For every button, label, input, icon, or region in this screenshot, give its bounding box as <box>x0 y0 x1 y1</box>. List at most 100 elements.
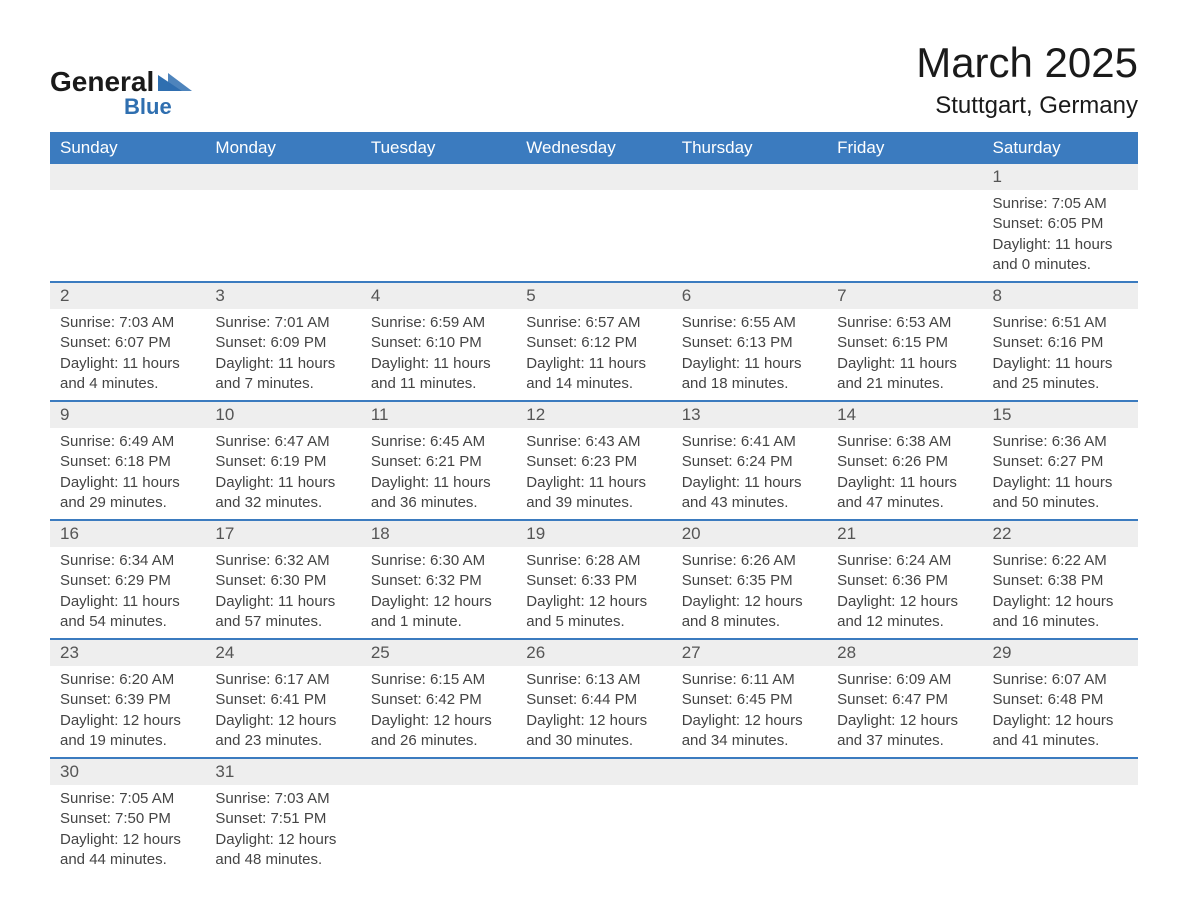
detail-row: Sunrise: 6:20 AMSunset: 6:39 PM Daylight:… <box>50 666 1138 758</box>
day-detail-cell: Sunrise: 7:03 AMSunset: 6:07 PMDaylight:… <box>50 309 205 401</box>
sunset-line: Sunset: 7:50 PM <box>60 809 195 829</box>
sunrise-line: Sunrise: 6:36 AM <box>993 432 1128 452</box>
daylight-line: Daylight: 12 hours and 16 minutes. <box>993 592 1128 633</box>
col-wed: Wednesday <box>516 132 671 164</box>
sunrise-line: Sunrise: 6:32 AM <box>215 551 350 571</box>
day-number-cell <box>672 164 827 190</box>
day-detail-cell: Sunrise: 6:51 AMSunset: 6:16 PMDaylight:… <box>983 309 1138 401</box>
sunset-line: Sunset: 7:51 PM <box>215 809 350 829</box>
detail-row: Sunrise: 7:05 AMSunset: 6:05 PMDaylight:… <box>50 190 1138 282</box>
day-detail-cell <box>516 785 671 876</box>
sunrise-line: Sunrise: 6:15 AM <box>371 670 506 690</box>
daylight-line: Daylight: 11 hours and 21 minutes. <box>837 354 972 395</box>
day-number-cell <box>827 759 982 785</box>
daylight-line: Daylight: 12 hours and 41 minutes. <box>993 711 1128 752</box>
day-detail-cell: Sunrise: 6:53 AMSunset: 6:15 PMDaylight:… <box>827 309 982 401</box>
day-detail-cell: Sunrise: 6:09 AMSunset: 6:47 PMDaylight:… <box>827 666 982 758</box>
daylight-line: Daylight: 12 hours and 12 minutes. <box>837 592 972 633</box>
title-block: March 2025 Stuttgart, Germany <box>916 40 1138 120</box>
day-number-cell: 27 <box>672 640 827 666</box>
sunset-line: Sunset: 6:13 PM <box>682 333 817 353</box>
detail-row: Sunrise: 7:03 AMSunset: 6:07 PMDaylight:… <box>50 309 1138 401</box>
daynum-row: 16171819202122 <box>50 521 1138 547</box>
sunrise-line: Sunrise: 6:49 AM <box>60 432 195 452</box>
day-detail-cell: Sunrise: 6:26 AMSunset: 6:35 PMDaylight:… <box>672 547 827 639</box>
col-tue: Tuesday <box>361 132 516 164</box>
day-detail-cell: Sunrise: 6:32 AMSunset: 6:30 PMDaylight:… <box>205 547 360 639</box>
day-number-cell: 7 <box>827 283 982 309</box>
daylight-line: Daylight: 11 hours and 25 minutes. <box>993 354 1128 395</box>
daynum-row: 9101112131415 <box>50 402 1138 428</box>
day-number-cell <box>516 164 671 190</box>
header-row: Sunday Monday Tuesday Wednesday Thursday… <box>50 132 1138 164</box>
day-detail-cell: Sunrise: 6:59 AMSunset: 6:10 PMDaylight:… <box>361 309 516 401</box>
daylight-line: Daylight: 12 hours and 5 minutes. <box>526 592 661 633</box>
day-number-cell: 23 <box>50 640 205 666</box>
sunset-line: Sunset: 6:09 PM <box>215 333 350 353</box>
detail-row: Sunrise: 6:49 AMSunset: 6:18 PMDaylight:… <box>50 428 1138 520</box>
day-detail-cell <box>361 190 516 282</box>
day-number-cell: 2 <box>50 283 205 309</box>
daylight-line: Daylight: 12 hours and 30 minutes. <box>526 711 661 752</box>
sunrise-line: Sunrise: 7:05 AM <box>60 789 195 809</box>
detail-row: Sunrise: 7:05 AMSunset: 7:50 PM Daylight:… <box>50 785 1138 876</box>
sunset-line: Sunset: 6:33 PM <box>526 571 661 591</box>
day-number-cell: 28 <box>827 640 982 666</box>
daylight-line: Daylight: 12 hours and 48 minutes. <box>215 830 350 871</box>
sunset-line: Sunset: 6:41 PM <box>215 690 350 710</box>
sunrise-line: Sunrise: 6:55 AM <box>682 313 817 333</box>
sunrise-line: Sunrise: 7:05 AM <box>993 194 1128 214</box>
daylight-line: Daylight: 12 hours and 26 minutes. <box>371 711 506 752</box>
sunrise-line: Sunrise: 6:28 AM <box>526 551 661 571</box>
sunrise-line: Sunrise: 6:09 AM <box>837 670 972 690</box>
day-number-cell: 25 <box>361 640 516 666</box>
sunrise-line: Sunrise: 6:43 AM <box>526 432 661 452</box>
sunrise-line: Sunrise: 6:26 AM <box>682 551 817 571</box>
day-detail-cell <box>672 785 827 876</box>
daynum-row: 1 <box>50 164 1138 190</box>
daylight-line: Daylight: 11 hours and 32 minutes. <box>215 473 350 514</box>
day-number-cell: 21 <box>827 521 982 547</box>
day-number-cell <box>827 164 982 190</box>
sunrise-line: Sunrise: 7:01 AM <box>215 313 350 333</box>
sunset-line: Sunset: 6:39 PM <box>60 690 195 710</box>
sunset-line: Sunset: 6:23 PM <box>526 452 661 472</box>
col-sun: Sunday <box>50 132 205 164</box>
day-detail-cell: Sunrise: 6:41 AMSunset: 6:24 PMDaylight:… <box>672 428 827 520</box>
day-detail-cell <box>827 190 982 282</box>
day-detail-cell: Sunrise: 6:17 AMSunset: 6:41 PMDaylight:… <box>205 666 360 758</box>
day-number-cell: 24 <box>205 640 360 666</box>
sunrise-line: Sunrise: 6:20 AM <box>60 670 195 690</box>
sunset-line: Sunset: 6:29 PM <box>60 571 195 591</box>
day-detail-cell: Sunrise: 6:22 AMSunset: 6:38 PMDaylight:… <box>983 547 1138 639</box>
sunset-line: Sunset: 6:05 PM <box>993 214 1128 234</box>
sunset-line: Sunset: 6:27 PM <box>993 452 1128 472</box>
sunrise-line: Sunrise: 6:17 AM <box>215 670 350 690</box>
day-detail-cell: Sunrise: 6:45 AMSunset: 6:21 PMDaylight:… <box>361 428 516 520</box>
daylight-line: Daylight: 11 hours and 54 minutes. <box>60 592 195 633</box>
day-number-cell: 18 <box>361 521 516 547</box>
day-number-cell: 5 <box>516 283 671 309</box>
day-number-cell: 30 <box>50 759 205 785</box>
sunrise-line: Sunrise: 6:51 AM <box>993 313 1128 333</box>
day-number-cell: 9 <box>50 402 205 428</box>
day-detail-cell: Sunrise: 6:11 AMSunset: 6:45 PMDaylight:… <box>672 666 827 758</box>
sunrise-line: Sunrise: 6:30 AM <box>371 551 506 571</box>
day-detail-cell <box>983 785 1138 876</box>
daynum-row: 2345678 <box>50 283 1138 309</box>
daynum-row: 3031 <box>50 759 1138 785</box>
daynum-row: 23242526272829 <box>50 640 1138 666</box>
sunrise-line: Sunrise: 7:03 AM <box>215 789 350 809</box>
sunset-line: Sunset: 6:30 PM <box>215 571 350 591</box>
location: Stuttgart, Germany <box>916 92 1138 120</box>
day-detail-cell <box>827 785 982 876</box>
sunset-line: Sunset: 6:21 PM <box>371 452 506 472</box>
day-detail-cell <box>672 190 827 282</box>
col-fri: Friday <box>827 132 982 164</box>
day-number-cell: 3 <box>205 283 360 309</box>
day-number-cell: 12 <box>516 402 671 428</box>
day-detail-cell <box>516 190 671 282</box>
day-number-cell: 6 <box>672 283 827 309</box>
day-detail-cell: Sunrise: 6:57 AMSunset: 6:12 PMDaylight:… <box>516 309 671 401</box>
day-detail-cell: Sunrise: 6:13 AMSunset: 6:44 PMDaylight:… <box>516 666 671 758</box>
